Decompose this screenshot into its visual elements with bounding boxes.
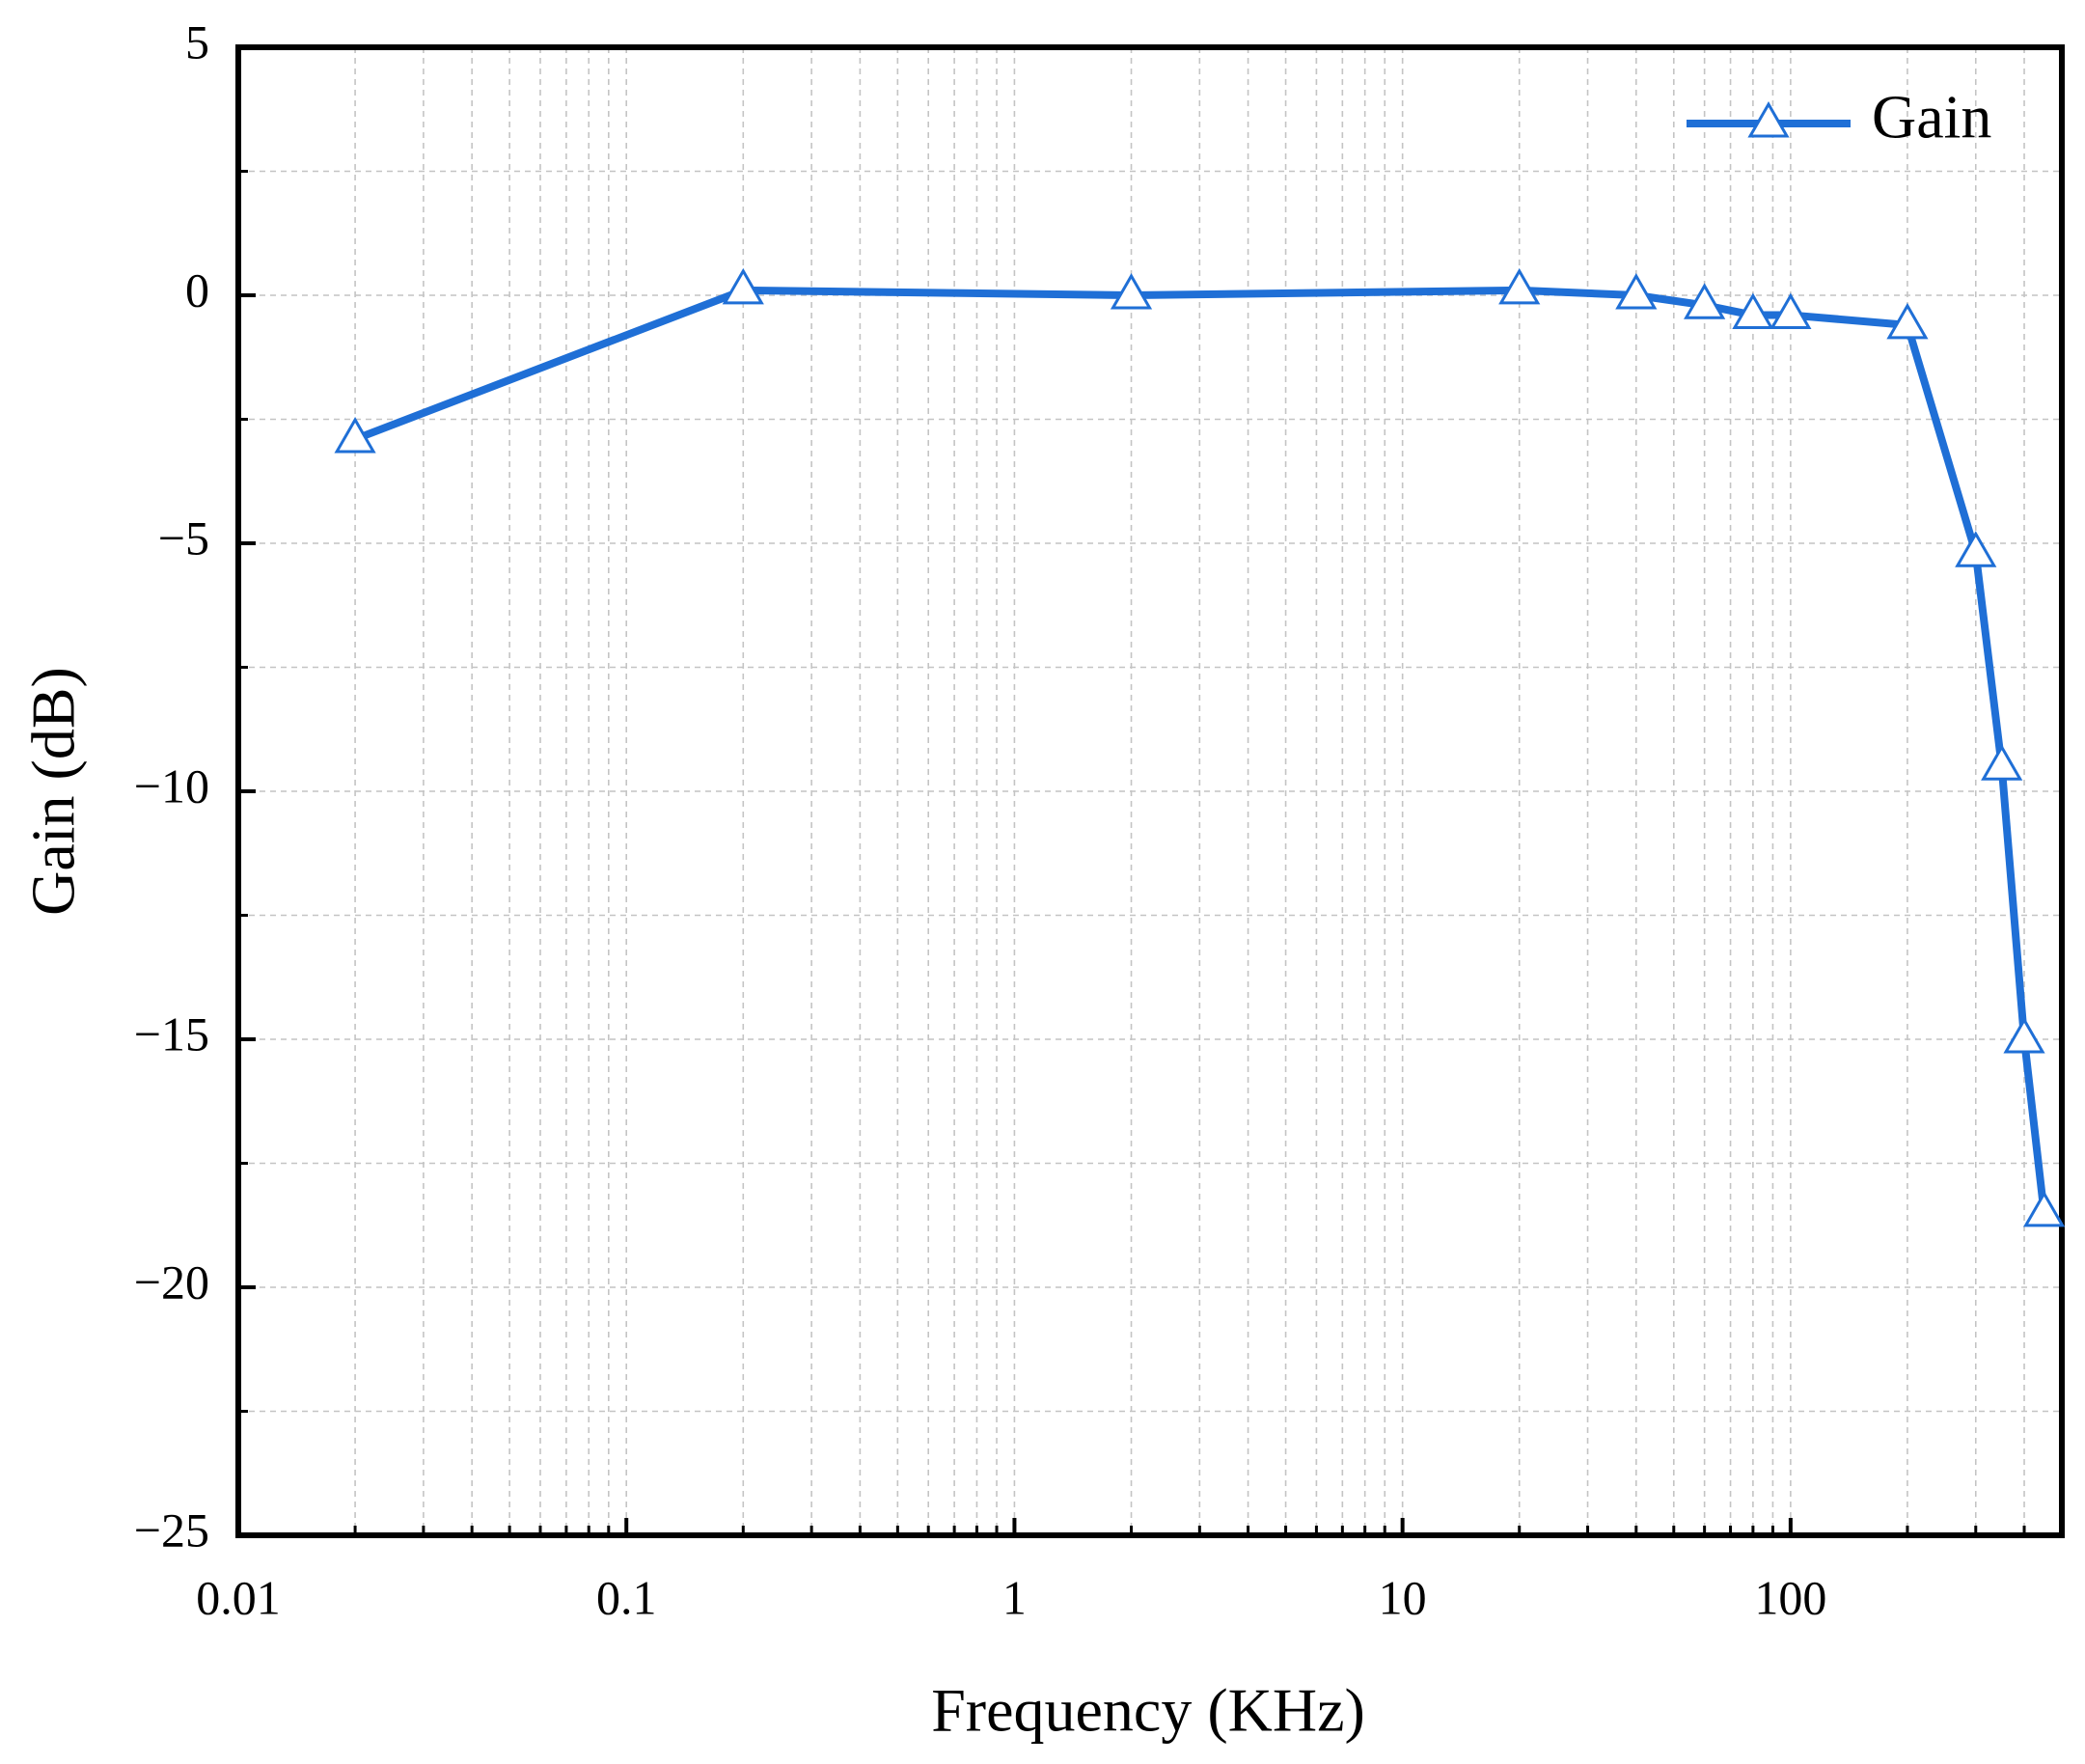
plot-frame	[235, 44, 2065, 1538]
y-axis-title: Gain (dB)	[19, 667, 88, 916]
y-tick-label: −20	[134, 1254, 209, 1309]
data-point	[1955, 531, 1997, 567]
data-point	[1732, 292, 1774, 330]
x-axis-title: Frequency (KHz)	[931, 1676, 1365, 1745]
x-tick-label: 0.1	[596, 1570, 657, 1624]
data-point	[1981, 744, 2023, 781]
legend-label: Gain	[1872, 83, 1991, 152]
data-point	[2003, 1016, 2045, 1054]
data-point	[334, 417, 376, 454]
data-point	[1886, 302, 1929, 340]
data-point	[1684, 283, 1726, 319]
data-point	[1498, 267, 1541, 305]
data-point	[1615, 272, 1658, 310]
y-tick-label: 5	[185, 14, 209, 69]
data-point	[722, 267, 764, 305]
y-tick-label: −15	[134, 1006, 209, 1061]
data-point	[1110, 272, 1153, 310]
x-tick-label: 10	[1379, 1570, 1427, 1624]
data-point	[1770, 292, 1812, 330]
y-tick-label: −5	[158, 510, 209, 565]
x-tick-label: 1	[1002, 1570, 1027, 1624]
y-tick-label: −10	[134, 758, 209, 813]
x-tick-label: 100	[1754, 1570, 1826, 1624]
data-point	[2023, 1190, 2066, 1227]
legend-marker	[1747, 100, 1790, 138]
y-tick-label: −25	[134, 1502, 209, 1557]
x-tick-label: 0.01	[196, 1570, 281, 1624]
y-tick-label: 0	[185, 262, 209, 317]
